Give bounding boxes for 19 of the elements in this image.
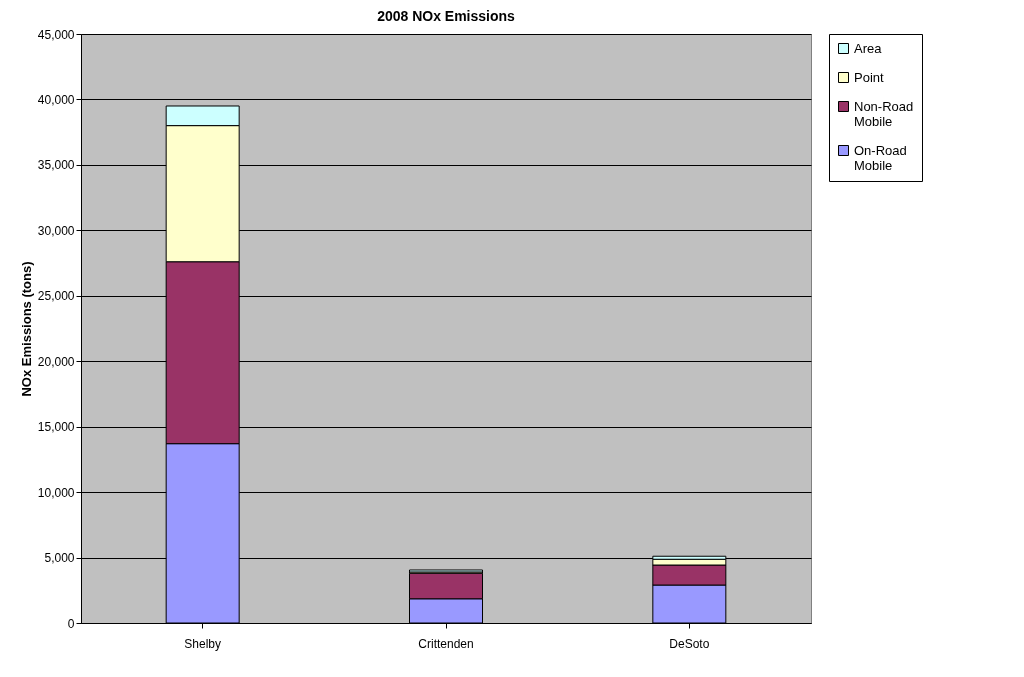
y-tick-label: 45,000: [37, 27, 75, 42]
legend-label: Non-Road Mobile: [854, 98, 914, 129]
chart-title: 2008 NOx Emissions: [377, 8, 516, 24]
y-tick-label: 25,000: [37, 289, 75, 304]
y-tick-label: 0: [67, 616, 75, 631]
y-tick-label: 40,000: [37, 92, 75, 107]
y-tick-label: 35,000: [37, 158, 75, 173]
y-axis-title: NOx Emissions (tons): [18, 261, 34, 397]
x-tick-label: DeSoto: [669, 636, 710, 651]
legend-label: Point: [854, 69, 885, 85]
y-tick-label: 5,000: [44, 551, 75, 566]
y-tick-label: 30,000: [37, 223, 75, 238]
x-tick-label: Crittenden: [418, 636, 474, 651]
y-tick-label: 20,000: [37, 354, 75, 369]
x-tick-label: Shelby: [184, 636, 222, 651]
legend-label: On-Road Mobile: [854, 142, 907, 173]
y-tick-label: 15,000: [37, 420, 75, 435]
legend-label: Area: [854, 40, 883, 56]
y-tick-label: 10,000: [37, 485, 75, 500]
